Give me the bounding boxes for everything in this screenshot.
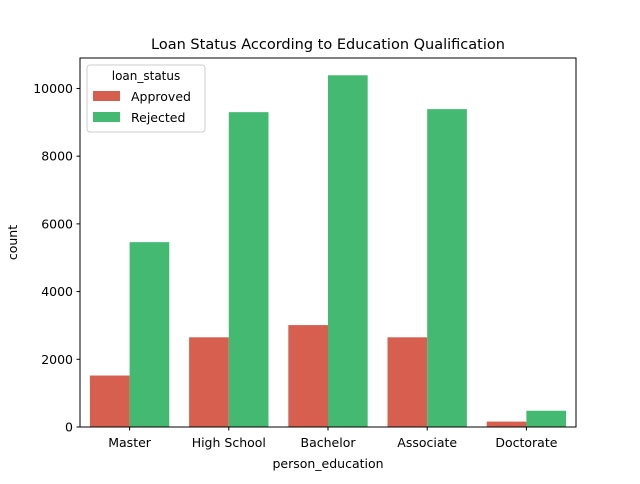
bar-rejected-bachelor <box>328 75 368 428</box>
bar-rejected-master <box>129 242 170 427</box>
bar-approved-master <box>89 375 130 427</box>
bar-approved-doctorate <box>486 421 527 427</box>
y-tick-label: 8000 <box>41 149 73 164</box>
y-tick-label: 6000 <box>41 216 73 231</box>
x-axis-ticks: Master High School Bachelor Associate Doctor… <box>108 427 558 450</box>
y-tick-label: 10000 <box>33 81 73 96</box>
y-tick-label: 4000 <box>41 284 73 299</box>
y-axis-label: count <box>5 225 20 260</box>
legend-swatch-rejected <box>93 112 120 122</box>
x-tick-label-bachelor: Bachelor <box>301 435 357 450</box>
x-tick-label-master: Master <box>108 435 152 450</box>
bar-rejected-doctorate <box>526 410 567 427</box>
legend-title: loan_status <box>112 69 181 83</box>
legend-label-rejected: Rejected <box>131 110 185 125</box>
y-axis-ticks: 0 2000 4000 6000 8000 10000 <box>33 81 80 435</box>
bars-layer <box>89 75 567 428</box>
plot-frame <box>79 57 577 428</box>
x-tick-label-associate: Associate <box>397 435 457 450</box>
bar-rejected-high-school <box>228 112 269 428</box>
bar-approved-associate <box>387 337 428 427</box>
bar-approved-bachelor <box>288 325 328 427</box>
y-tick-label: 0 <box>65 420 73 435</box>
legend-swatch-approved <box>93 91 120 101</box>
bar-approved-high-school <box>189 337 229 427</box>
legend: loan_status Approved Rejected <box>86 64 206 133</box>
legend-label-approved: Approved <box>131 89 191 104</box>
x-tick-label-doctorate: Doctorate <box>495 435 557 450</box>
y-tick-label: 2000 <box>41 352 73 367</box>
x-tick-label-high-school: High School <box>192 435 266 450</box>
bar-rejected-associate <box>427 109 467 428</box>
chart-title: Loan Status According to Education Quali… <box>151 37 505 53</box>
x-axis-label: person_education <box>272 456 383 471</box>
